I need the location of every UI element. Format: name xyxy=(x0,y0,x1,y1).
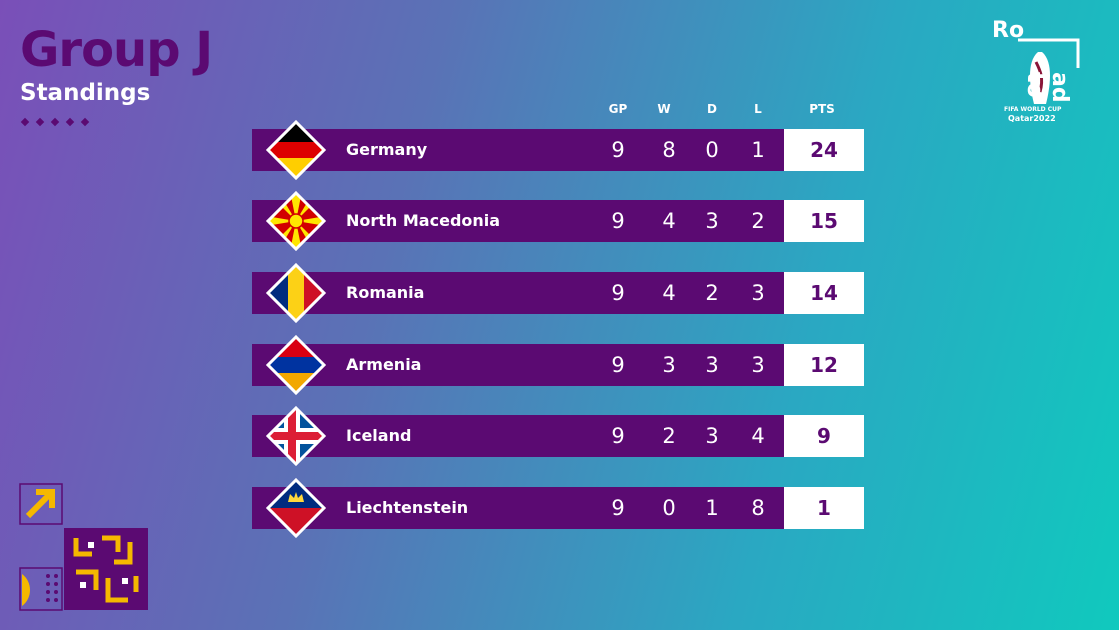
dot-icon xyxy=(65,117,75,127)
stat-w: 0 xyxy=(662,496,676,520)
header-d: D xyxy=(707,102,717,116)
stat-l: 3 xyxy=(751,281,765,305)
stat-gp: 9 xyxy=(611,138,625,162)
points-box xyxy=(784,272,864,314)
row-bar xyxy=(252,129,784,171)
points-box xyxy=(784,200,864,242)
row-bar xyxy=(252,344,784,386)
iceland-flag-icon xyxy=(266,406,326,466)
team-name: Germany xyxy=(346,140,428,159)
stat-w: 2 xyxy=(662,424,676,448)
stat-pts: 14 xyxy=(810,281,838,305)
dot-icon xyxy=(50,117,60,127)
liechtenstein-flag-icon xyxy=(266,478,326,538)
stat-w: 4 xyxy=(662,209,676,233)
logo-event: FIFA WORLD CUP xyxy=(1004,106,1062,113)
row-bar xyxy=(252,487,784,529)
team-name: North Macedonia xyxy=(346,211,501,230)
table-row: North Macedonia 9 4 3 2 15 xyxy=(252,191,864,251)
stat-w: 3 xyxy=(662,353,676,377)
team-name: Romania xyxy=(346,283,425,302)
points-box xyxy=(784,415,864,457)
decorative-dots xyxy=(20,117,90,127)
stat-gp: 9 xyxy=(611,281,625,305)
header-pts: PTS xyxy=(809,102,835,116)
stat-gp: 9 xyxy=(611,496,625,520)
stat-pts: 9 xyxy=(817,424,831,448)
stat-gp: 9 xyxy=(611,353,625,377)
page-subtitle: Standings xyxy=(20,80,151,106)
points-box xyxy=(784,487,864,529)
romania-flag-icon xyxy=(266,263,326,323)
team-name: Armenia xyxy=(346,355,422,374)
table-row: Germany 9 8 0 1 24 xyxy=(252,120,864,180)
stat-w: 8 xyxy=(662,138,676,162)
logo-text-ro: Ro xyxy=(992,18,1025,43)
stat-pts: 1 xyxy=(817,496,831,520)
logo-text-adto: ad to xyxy=(1022,72,1072,103)
row-bar xyxy=(252,415,784,457)
logo-frame-icon xyxy=(1018,38,1080,104)
stat-l: 1 xyxy=(751,138,765,162)
table-row: Romania 9 4 2 3 14 xyxy=(252,263,864,323)
row-bar xyxy=(252,200,784,242)
header-l: L xyxy=(754,102,762,116)
dot-icon xyxy=(35,117,45,127)
table-row: Armenia 9 3 3 3 12 xyxy=(252,335,864,395)
armenia-flag-icon xyxy=(266,335,326,395)
stat-d: 1 xyxy=(705,496,719,520)
stat-d: 2 xyxy=(705,281,719,305)
stat-pts: 24 xyxy=(810,138,838,162)
points-box xyxy=(784,129,864,171)
stat-d: 3 xyxy=(705,353,719,377)
logo-host: Qatar2022 xyxy=(1008,114,1056,123)
decorative-pattern-icon xyxy=(19,483,148,611)
stat-l: 8 xyxy=(751,496,765,520)
table-row: Iceland 9 2 3 4 9 xyxy=(252,406,864,466)
table-row: Liechtenstein 9 0 1 8 1 xyxy=(252,478,864,538)
stat-d: 0 xyxy=(705,138,719,162)
row-bar xyxy=(252,272,784,314)
stat-l: 2 xyxy=(751,209,765,233)
page-title: Group J xyxy=(20,22,213,78)
header-gp: GP xyxy=(608,102,628,116)
header-w: W xyxy=(657,102,671,116)
stat-l: 3 xyxy=(751,353,765,377)
stat-gp: 9 xyxy=(611,209,625,233)
stat-gp: 9 xyxy=(611,424,625,448)
stat-pts: 12 xyxy=(810,353,838,377)
dot-icon xyxy=(80,117,90,127)
stat-w: 4 xyxy=(662,281,676,305)
stat-d: 3 xyxy=(705,209,719,233)
stat-l: 4 xyxy=(751,424,765,448)
road-to-qatar-logo: Ro ad to FIFA WORLD CUP Qatar2022 xyxy=(990,18,1100,138)
stat-pts: 15 xyxy=(810,209,838,233)
stat-d: 3 xyxy=(705,424,719,448)
team-name: Iceland xyxy=(346,426,412,445)
points-box xyxy=(784,344,864,386)
dot-icon xyxy=(20,117,30,127)
north-macedonia-flag-icon xyxy=(266,191,326,251)
germany-flag-icon xyxy=(266,120,326,180)
team-name: Liechtenstein xyxy=(346,498,469,517)
